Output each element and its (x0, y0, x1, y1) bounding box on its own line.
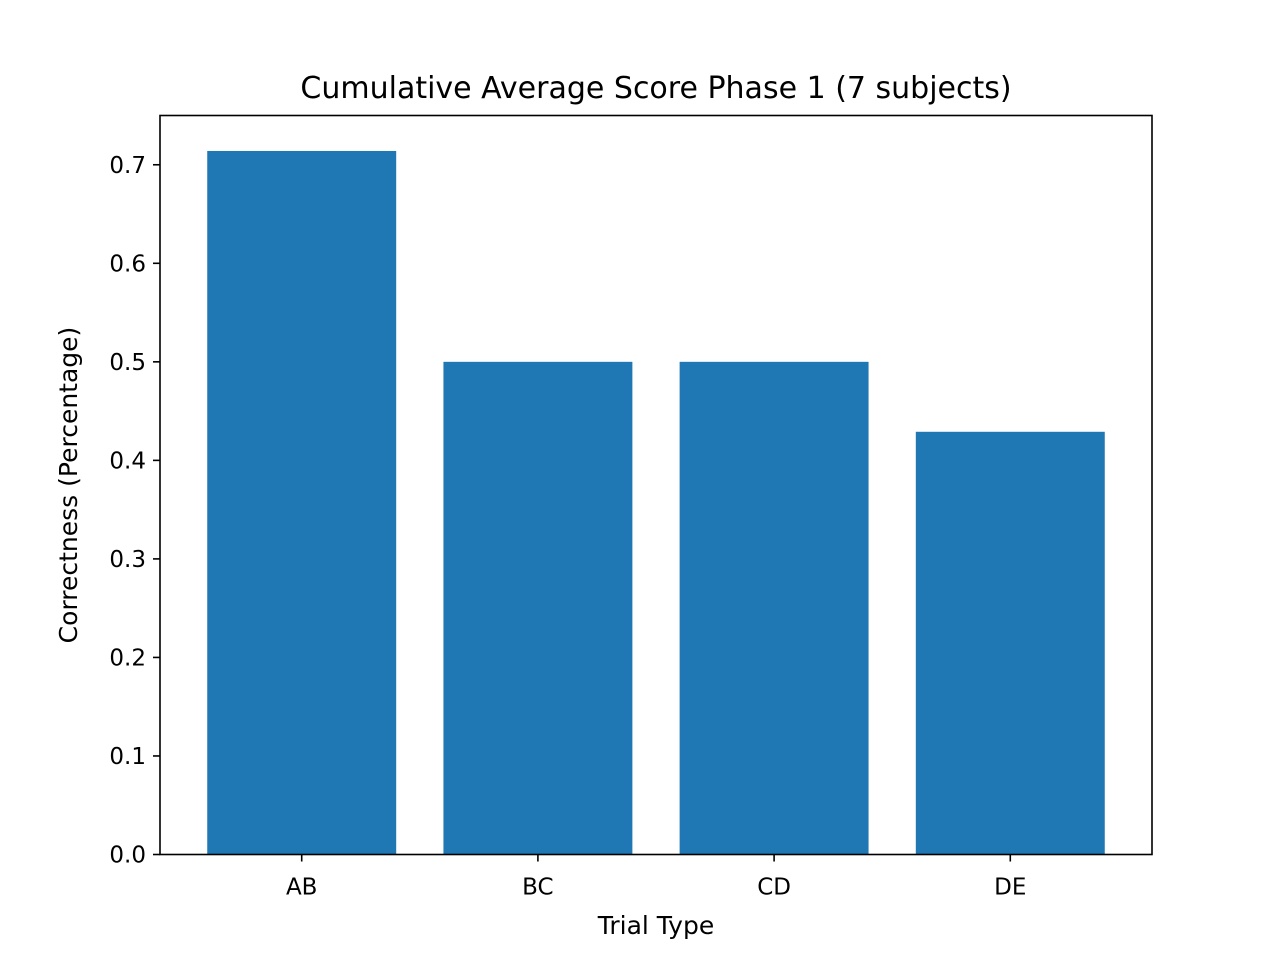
y-tick-label: 0.1 (109, 744, 146, 770)
y-axis-label: Correctness (Percentage) (54, 327, 83, 644)
y-tick-label: 0.5 (109, 350, 146, 376)
bar-ab (207, 150, 397, 855)
y-tick-label: 0.6 (109, 251, 146, 277)
x-axis-ticks: AB BC CD DE (286, 854, 1026, 901)
bar-de (915, 431, 1105, 855)
x-tick-label: AB (286, 875, 318, 901)
plot-area-frame (159, 114, 1153, 856)
x-tick-label: CD (757, 875, 791, 901)
y-tick-label: 0.7 (109, 153, 146, 179)
x-tick-label: BC (522, 875, 553, 901)
x-axis-label: Trial Type (597, 911, 714, 940)
x-tick-label: DE (994, 875, 1026, 901)
bars-layer (207, 150, 1105, 855)
y-tick-label: 0.3 (109, 547, 146, 573)
bar-cd (679, 361, 869, 855)
y-tick-label: 0.2 (109, 645, 146, 671)
y-tick-label: 0.4 (109, 448, 146, 474)
bar-bc (443, 361, 633, 855)
y-tick-label: 0.0 (109, 843, 146, 869)
chart-title: Cumulative Average Score Phase 1 (7 subj… (300, 71, 1011, 106)
y-axis-ticks: 0.0 0.1 0.2 0.3 0.4 0.5 0.6 0.7 (109, 153, 160, 869)
